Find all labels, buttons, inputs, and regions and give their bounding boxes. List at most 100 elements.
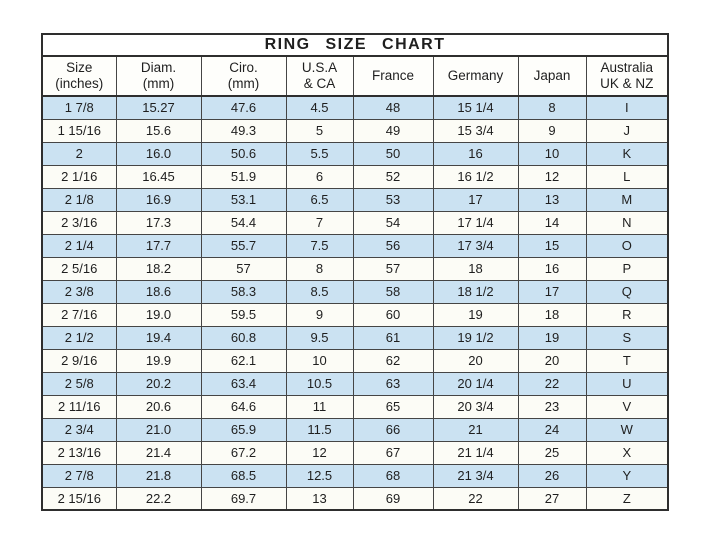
table-cell: 63.4 — [200, 371, 287, 396]
column-header: Diam. (mm) — [115, 55, 202, 97]
table-cell: 16 1/2 — [432, 164, 519, 189]
table-cell: 17.7 — [115, 233, 202, 258]
table-row: 2 7/16 19.0 59.5 9 60 19 18 R — [41, 302, 669, 327]
table-row: 2 7/8 21.8 68.5 12.5 68 21 3/4 26 Y — [41, 463, 669, 488]
table-cell: 17 — [432, 187, 519, 212]
table-cell: 10.5 — [285, 371, 354, 396]
table-cell: Q — [585, 279, 669, 304]
column-header: Size (inches) — [41, 55, 117, 97]
table-cell: 51.9 — [200, 164, 287, 189]
table-cell: 58 — [352, 279, 434, 304]
table-cell: 18 — [432, 256, 519, 281]
table-row: 2 1/2 19.4 60.8 9.5 61 19 1/2 19 S — [41, 325, 669, 350]
column-header-line2: (mm) — [142, 76, 175, 91]
table-cell: 19.4 — [115, 325, 202, 350]
table-cell: 69.7 — [200, 486, 287, 511]
column-header: Ciro. (mm) — [200, 55, 287, 97]
ring-size-table: RING SIZE CHART Size (inches) Diam. (mm) Cir… — [41, 33, 670, 511]
table-row: 2 5/16 18.2 57 8 57 18 16 P — [41, 256, 669, 281]
table-cell: 60 — [352, 302, 434, 327]
table-cell: 16.45 — [115, 164, 202, 189]
table-cell: 2 11/16 — [41, 394, 117, 419]
table-cell: 16 — [517, 256, 587, 281]
table-cell: O — [585, 233, 669, 258]
table-cell: J — [585, 118, 669, 143]
table-row: 2 15/16 22.2 69.7 13 69 22 27 Z — [41, 486, 669, 511]
table-cell: 21.0 — [115, 417, 202, 442]
column-header-line1: Japan — [533, 68, 571, 84]
table-cell: L — [585, 164, 669, 189]
table-cell: 65.9 — [200, 417, 287, 442]
table-cell: 7.5 — [285, 233, 354, 258]
table-cell: 11.5 — [285, 417, 354, 442]
table-cell: 1 7/8 — [41, 95, 117, 120]
table-cell: 15 1/4 — [432, 95, 519, 120]
table-cell: 17 3/4 — [432, 233, 519, 258]
table-cell: 10 — [517, 141, 587, 166]
table-cell: W — [585, 417, 669, 442]
table-cell: R — [585, 302, 669, 327]
table-cell: 4.5 — [285, 95, 354, 120]
column-header-line1: Australia — [600, 60, 654, 76]
table-cell: X — [585, 440, 669, 465]
table-cell: 57 — [200, 256, 287, 281]
table-cell: I — [585, 95, 669, 120]
table-cell: 50.6 — [200, 141, 287, 166]
table-cell: 56 — [352, 233, 434, 258]
table-row: 2 1/4 17.7 55.7 7.5 56 17 3/4 15 O — [41, 233, 669, 258]
table-cell: 18 — [517, 302, 587, 327]
table-cell: 17 — [517, 279, 587, 304]
table-cell: 2 7/8 — [41, 463, 117, 488]
table-cell: 17 1/4 — [432, 210, 519, 235]
table-cell: 10 — [285, 348, 354, 373]
column-header: U.S.A & CA — [285, 55, 354, 97]
table-cell: 19 — [432, 302, 519, 327]
table-cell: 16 — [432, 141, 519, 166]
table-cell: 21 3/4 — [432, 463, 519, 488]
table-row: 2 1/16 16.45 51.9 6 52 16 1/2 12 L — [41, 164, 669, 189]
table-cell: 2 7/16 — [41, 302, 117, 327]
table-cell: P — [585, 256, 669, 281]
table-cell: 54.4 — [200, 210, 287, 235]
table-cell: Y — [585, 463, 669, 488]
table-cell: 69 — [352, 486, 434, 511]
table-cell: 2 — [41, 141, 117, 166]
table-body: 1 7/8 15.27 47.6 4.5 48 15 1/4 8 I 1 15/16 15.6 49… — [41, 95, 669, 511]
table-cell: 67 — [352, 440, 434, 465]
column-header: France — [352, 55, 434, 97]
table-row: 2 3/16 17.3 54.4 7 54 17 1/4 14 N — [41, 210, 669, 235]
table-cell: 9 — [517, 118, 587, 143]
table-cell: U — [585, 371, 669, 396]
table-row: 2 5/8 20.2 63.4 10.5 63 20 1/4 22 U — [41, 371, 669, 396]
table-row: 2 3/4 21.0 65.9 11.5 66 21 24 W — [41, 417, 669, 442]
table-cell: 49.3 — [200, 118, 287, 143]
table-cell: 2 1/4 — [41, 233, 117, 258]
table-cell: 12 — [517, 164, 587, 189]
table-cell: 53.1 — [200, 187, 287, 212]
table-cell: 20 3/4 — [432, 394, 519, 419]
table-cell: 2 1/2 — [41, 325, 117, 350]
table-cell: Z — [585, 486, 669, 511]
column-header-line2: & CA — [303, 76, 336, 91]
table-cell: 6 — [285, 164, 354, 189]
table-cell: 22.2 — [115, 486, 202, 511]
table-row: 2 1/8 16.9 53.1 6.5 53 17 13 M — [41, 187, 669, 212]
table-cell: 59.5 — [200, 302, 287, 327]
table-cell: 5 — [285, 118, 354, 143]
table-cell: 17.3 — [115, 210, 202, 235]
header-row: Size (inches) Diam. (mm) Ciro. (mm) U.S.A & CA F… — [41, 55, 669, 97]
table-cell: 2 5/8 — [41, 371, 117, 396]
table-row: 2 11/16 20.6 64.6 11 65 20 3/4 23 V — [41, 394, 669, 419]
table-cell: 22 — [517, 371, 587, 396]
column-header-line2: (inches) — [55, 76, 104, 91]
table-row: 1 15/16 15.6 49.3 5 49 15 3/4 9 J — [41, 118, 669, 143]
table-cell: 62 — [352, 348, 434, 373]
table-cell: 21 — [432, 417, 519, 442]
table-cell: 13 — [285, 486, 354, 511]
table-cell: 8 — [285, 256, 354, 281]
table-cell: 15.27 — [115, 95, 202, 120]
table-cell: 63 — [352, 371, 434, 396]
table-cell: 20 — [432, 348, 519, 373]
table-cell: 2 1/16 — [41, 164, 117, 189]
table-cell: 57 — [352, 256, 434, 281]
